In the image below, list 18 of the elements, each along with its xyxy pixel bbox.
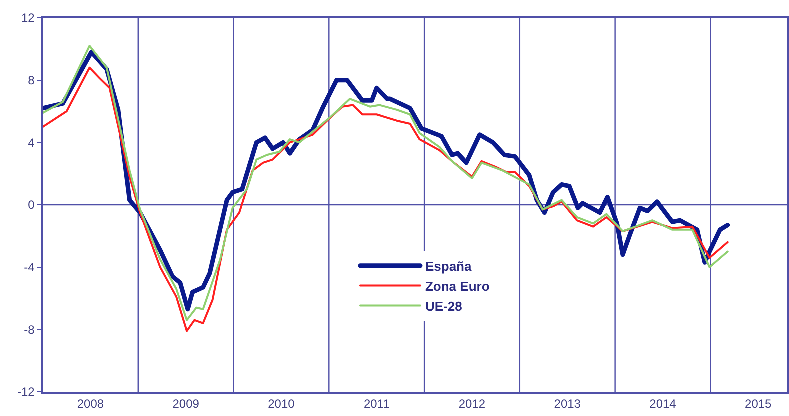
x-tick-label: 2014 <box>650 397 677 412</box>
legend-label: Zona Euro <box>425 278 490 294</box>
legend-label: España <box>425 258 472 274</box>
x-tick-label: 2013 <box>554 397 582 412</box>
y-tick-label: 0 <box>28 198 36 212</box>
y-tick-label: 4 <box>28 136 36 150</box>
y-tick-label: 8 <box>28 74 36 88</box>
x-tick-label: 2011 <box>364 397 390 412</box>
x-tick-label: 2012 <box>458 397 486 412</box>
legend-label: UE-28 <box>425 298 462 314</box>
x-tick-label: 2015 <box>745 397 772 412</box>
y-tick-label: -12 <box>18 385 36 400</box>
x-tick-label: 2010 <box>268 397 296 412</box>
x-tick-label: 2008 <box>77 397 104 412</box>
y-tick-label: -8 <box>24 322 36 337</box>
y-tick-label: -4 <box>24 260 36 275</box>
y-tick-label: 12 <box>21 11 36 26</box>
x-tick-label: 2009 <box>172 397 200 412</box>
